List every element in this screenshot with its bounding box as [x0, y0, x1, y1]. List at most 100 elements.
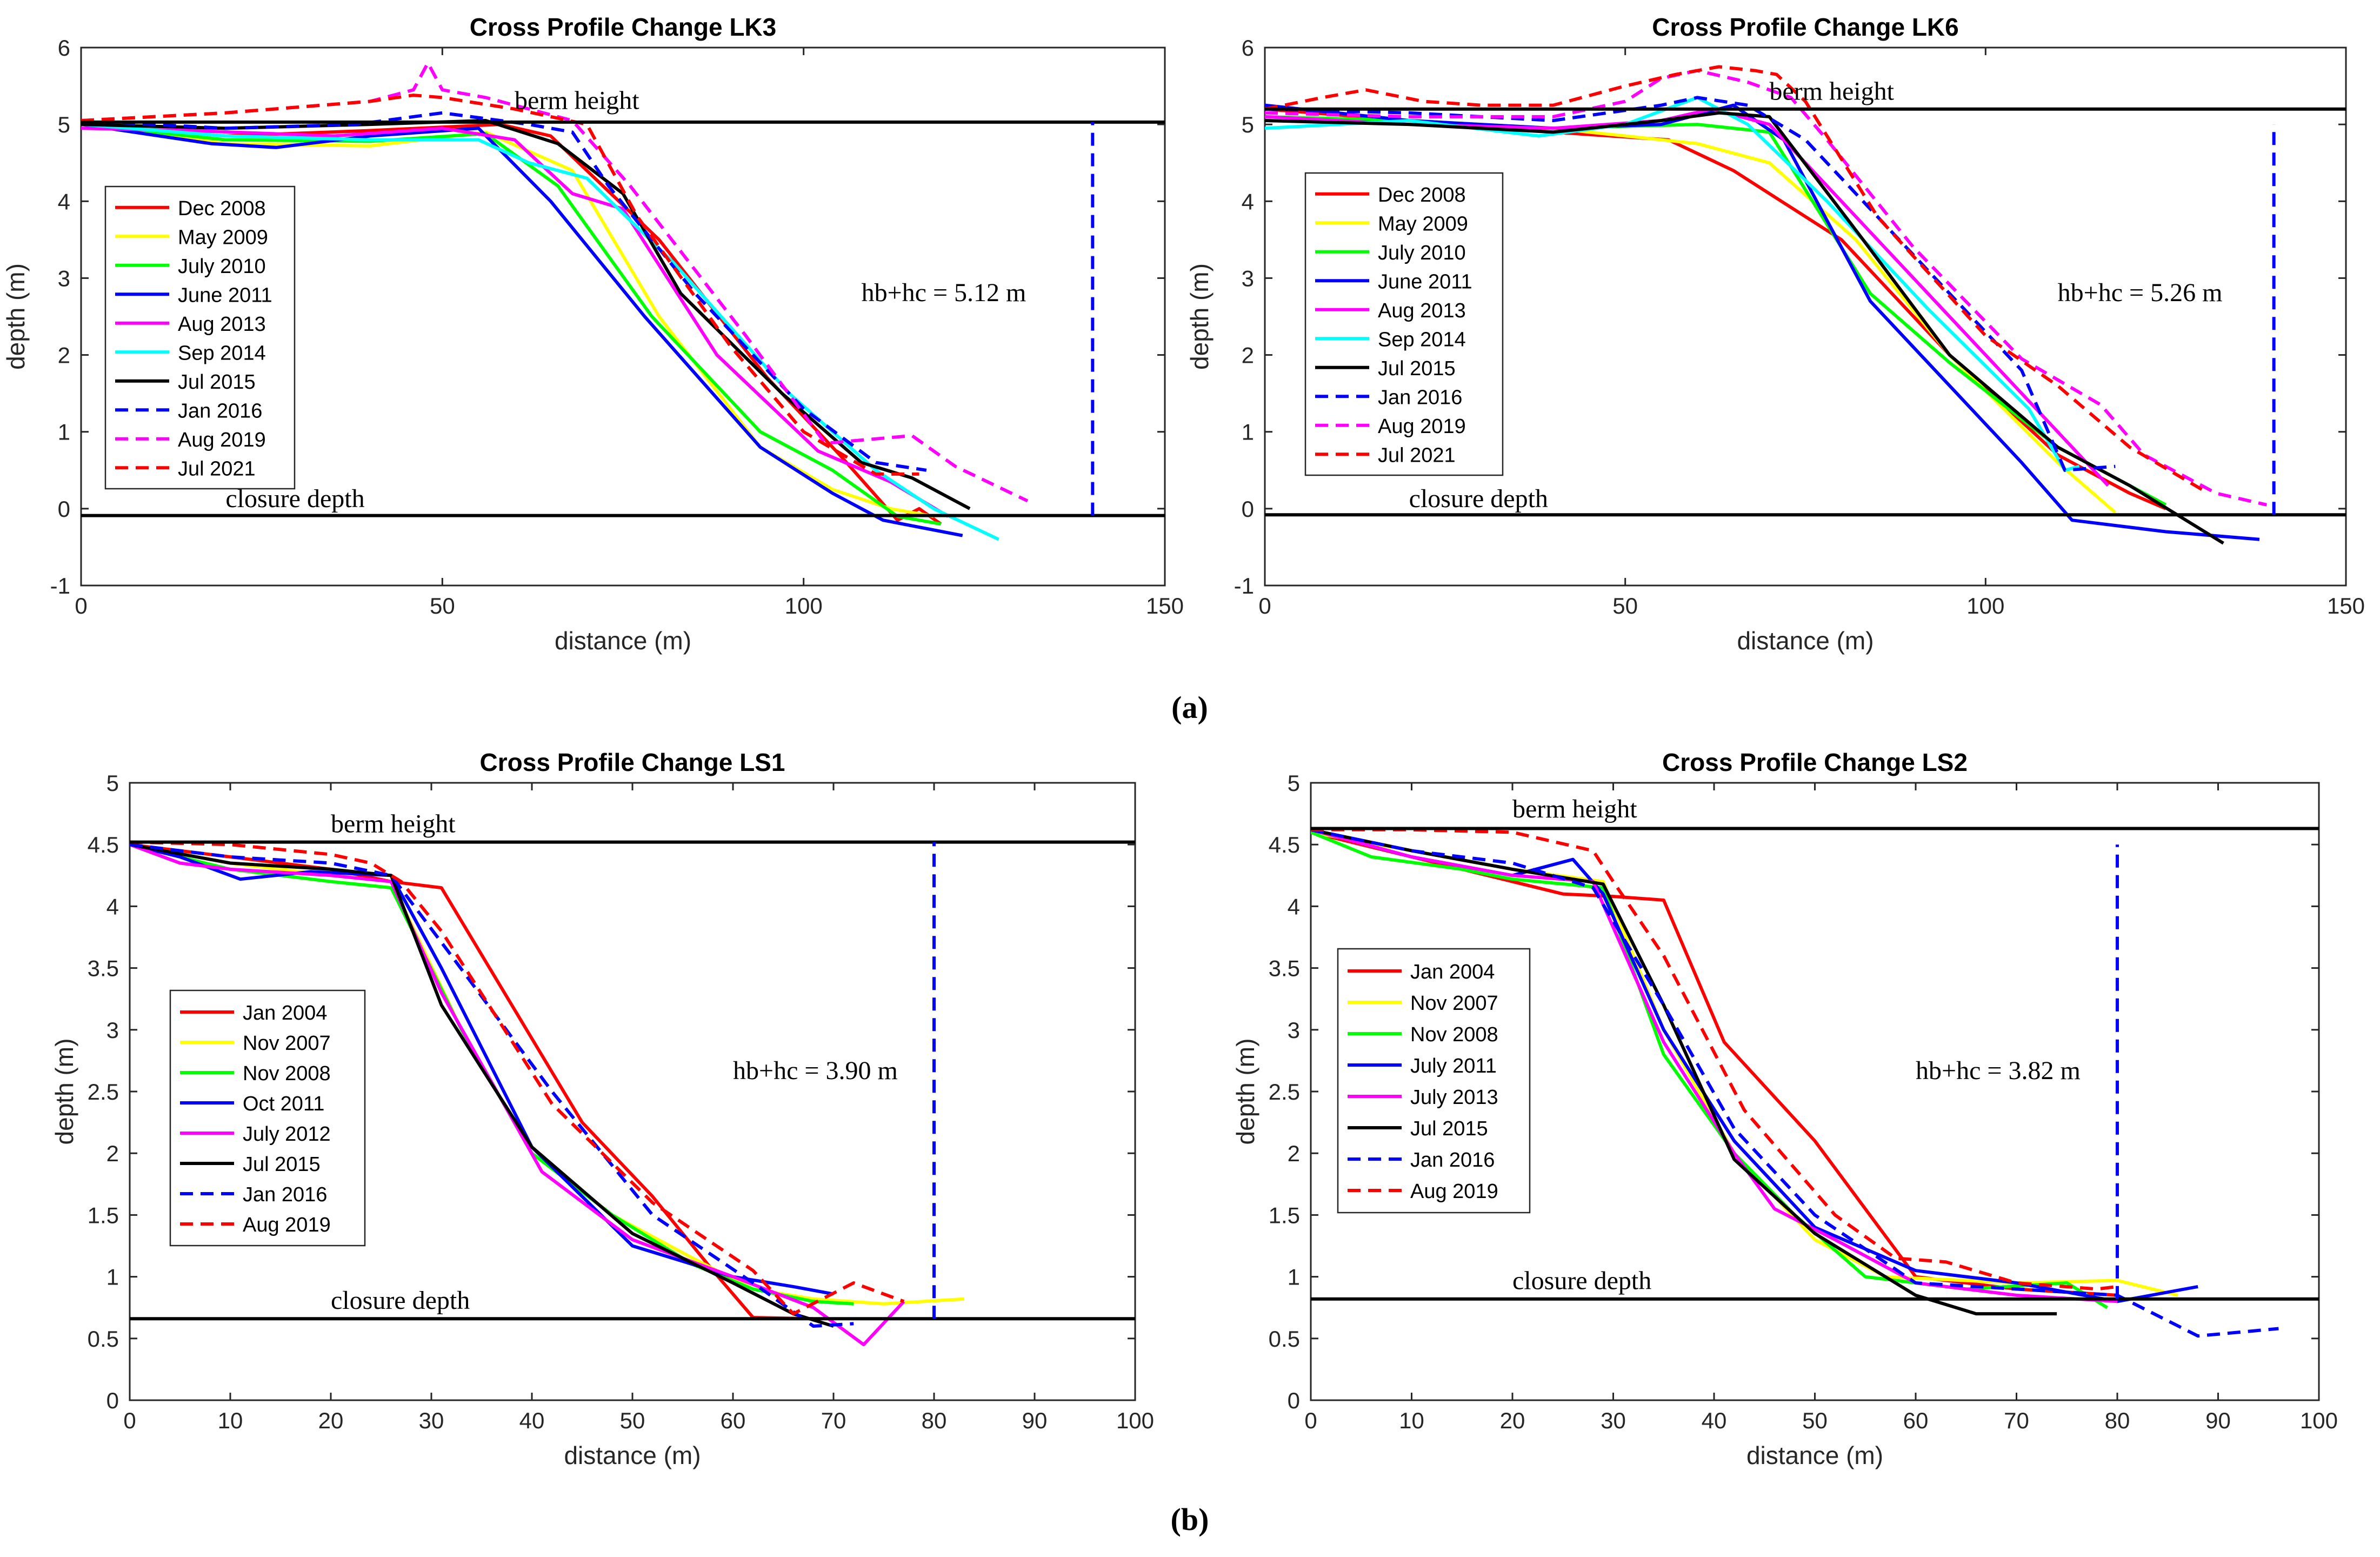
x-tick-label: 40	[519, 1408, 545, 1433]
legend-label: Jul 2015	[178, 371, 256, 394]
x-axis-label: distance (m)	[564, 1441, 701, 1469]
x-tick-label: 0	[75, 593, 87, 618]
legend-label: Aug 2013	[178, 313, 266, 336]
legend-label: Jan 2016	[243, 1183, 327, 1206]
x-tick-label: 30	[1601, 1408, 1626, 1433]
y-tick-label: 2	[1242, 343, 1254, 368]
y-tick-label: 3	[1288, 1017, 1300, 1043]
hb-hc-annotation: hb+hc = 5.26 m	[2058, 278, 2223, 307]
y-tick-label: 6	[1242, 35, 1254, 61]
chart-ls1: 0 10 20 30 40 50 60 70 80 90 100 0 0.5 1 1.5 2 2.5 3 3.5 4 4…	[50, 748, 1154, 1469]
legend-label: May 2009	[1378, 212, 1468, 235]
reference-label-closure-depth: closure depth	[1409, 484, 1548, 513]
x-tick-label: 100	[785, 593, 823, 618]
legend-label: Jul 2015	[1410, 1117, 1488, 1140]
series-line-jul-2021	[1265, 65, 2203, 491]
legend-label: Aug 2019	[178, 429, 266, 451]
legend-label: Dec 2008	[178, 197, 266, 220]
legend-label: Nov 2007	[243, 1032, 331, 1055]
y-tick-label: 2	[1288, 1141, 1300, 1166]
reference-label-berm-height: berm height	[515, 86, 639, 115]
x-tick-label: 0	[1258, 593, 1271, 618]
x-tick-label: 150	[2327, 593, 2365, 618]
legend: Dec 2008 May 2009 July 2010 June 2011 Aug 20…	[104, 185, 296, 490]
y-tick-label: 4.5	[1269, 832, 1300, 857]
series-line-jan-2004	[130, 843, 814, 1321]
reference-label-berm-height: berm height	[1769, 77, 1894, 106]
x-tick-label: 0	[123, 1408, 136, 1433]
series-line-jan-2016	[1265, 96, 2116, 472]
y-axis-label: depth (m)	[50, 1039, 78, 1145]
y-tick-label: 2.5	[1269, 1079, 1300, 1104]
x-axis-label: distance (m)	[555, 627, 691, 655]
y-tick-label: 0	[1288, 1388, 1300, 1413]
series-line-jul-2015	[130, 843, 834, 1328]
y-tick-label: -1	[1234, 573, 1254, 598]
chart-title: Cross Profile Change LS2	[1662, 748, 1968, 776]
x-tick-label: 90	[1022, 1408, 1048, 1433]
series-line-jul-2015	[1311, 828, 2057, 1316]
y-tick-label: 1	[1288, 1265, 1300, 1290]
x-tick-label: 30	[419, 1408, 444, 1433]
x-axis-label: distance (m)	[1737, 627, 1874, 655]
y-tick-label: 1	[106, 1265, 119, 1290]
legend-label: June 2011	[178, 284, 272, 307]
y-axis-label: depth (m)	[1185, 263, 1214, 370]
series-line-aug-2019	[1311, 828, 2118, 1291]
x-tick-label: 10	[218, 1408, 243, 1433]
x-tick-label: 60	[721, 1408, 746, 1433]
legend-box	[169, 989, 366, 1247]
y-tick-label: 1.5	[1269, 1202, 1300, 1228]
legend-label: Jul 2015	[243, 1153, 321, 1176]
y-tick-label: 5	[106, 770, 119, 796]
y-tick-label: 4	[106, 894, 119, 919]
x-tick-label: 60	[1903, 1408, 1929, 1433]
reference-label-closure-depth: closure depth	[331, 1286, 470, 1315]
x-tick-label: 90	[2205, 1408, 2231, 1433]
series-line-aug-2013	[1265, 107, 2110, 487]
y-tick-label: 2	[58, 343, 70, 368]
x-tick-label: 20	[1500, 1408, 1525, 1433]
plot-content	[1265, 65, 2267, 545]
plot-content	[1311, 828, 2279, 1338]
y-tick-label: 3	[106, 1017, 119, 1043]
legend-label: Jan 2004	[1410, 961, 1495, 983]
y-axis-label: depth (m)	[1231, 1039, 1259, 1145]
series-line-july-2013	[1311, 828, 2118, 1303]
x-tick-label: 80	[2105, 1408, 2130, 1433]
y-tick-label: 2	[106, 1141, 119, 1166]
chart-ls2: 0 10 20 30 40 50 60 70 80 90 100 0 0.5 1 1.5 2 2.5 3 3.5 4 4…	[1231, 748, 2338, 1469]
legend-label: Jul 2021	[1378, 444, 1456, 467]
x-tick-label: 0	[1304, 1408, 1317, 1433]
x-tick-label: 100	[2300, 1408, 2338, 1433]
chart-title: Cross Profile Change LK6	[1652, 13, 1958, 41]
y-tick-label: 0.5	[1269, 1326, 1300, 1352]
x-tick-label: 50	[1612, 593, 1638, 618]
chart-title: Cross Profile Change LK3	[470, 13, 776, 41]
legend-label: Sep 2014	[1378, 328, 1466, 351]
y-tick-label: 2.5	[88, 1079, 119, 1104]
plot-content	[81, 61, 1029, 541]
y-tick-label: -1	[50, 573, 70, 598]
x-tick-label: 100	[1116, 1408, 1154, 1433]
legend-label: July 2010	[1378, 242, 1466, 264]
legend-label: Sep 2014	[178, 342, 266, 364]
legend-label: Jul 2021	[178, 457, 256, 480]
y-tick-label: 4	[58, 189, 70, 214]
panel-label-b: (b)	[1171, 1502, 1209, 1537]
y-tick-label: 5	[1288, 770, 1300, 796]
y-tick-label: 3	[58, 265, 70, 291]
reference-label-closure-depth: closure depth	[1512, 1266, 1651, 1295]
legend-label: Jan 2016	[178, 400, 262, 422]
legend-label: Jul 2015	[1378, 357, 1456, 380]
hb-hc-annotation: hb+hc = 5.12 m	[862, 278, 1026, 307]
legend-label: July 2010	[178, 255, 266, 278]
chart-title: Cross Profile Change LS1	[480, 748, 785, 776]
x-tick-label: 10	[1399, 1408, 1424, 1433]
legend-label: Aug 2019	[243, 1214, 331, 1236]
x-tick-label: 50	[1802, 1408, 1828, 1433]
hb-hc-annotation: hb+hc = 3.90 m	[733, 1056, 898, 1085]
x-tick-label: 70	[821, 1408, 846, 1433]
